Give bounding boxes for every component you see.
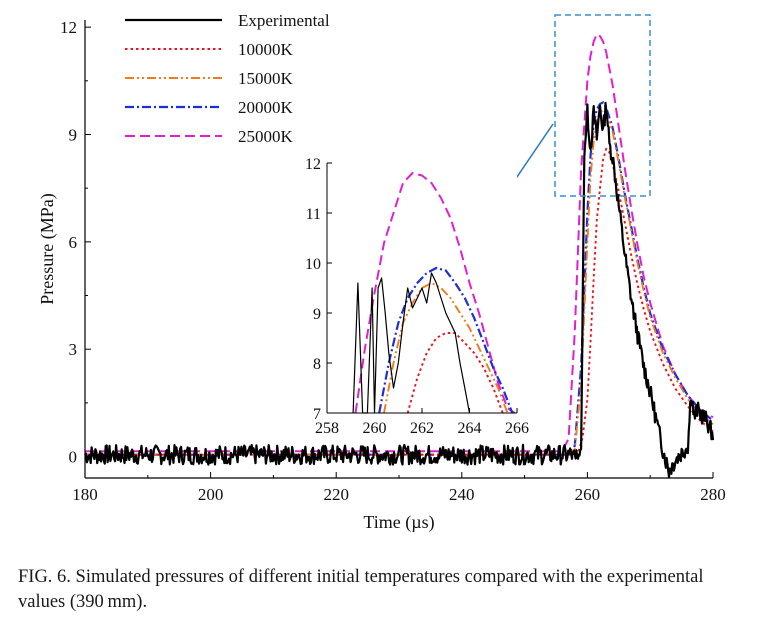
- x-tick-label: 280: [700, 485, 726, 504]
- x-tick-label: 260: [575, 485, 601, 504]
- series-line-20000k: [85, 101, 714, 456]
- inset-y-tick-label: 12: [305, 156, 321, 173]
- y-axis-label: Pressure (MPa): [37, 193, 58, 304]
- series-line-15000k: [85, 108, 714, 456]
- x-tick-label: 240: [449, 485, 475, 504]
- inset-x-tick-label: 264: [458, 420, 482, 437]
- inset-y-tick-label: 8: [313, 356, 321, 373]
- inset-x-tick-label: 266: [505, 420, 529, 437]
- x-tick-label: 200: [198, 485, 224, 504]
- x-tick-label: 180: [72, 485, 98, 504]
- series-line-25000k: [85, 33, 714, 453]
- legend-label-15000k: 15000K: [238, 69, 294, 88]
- series-line-experimental: [84, 101, 715, 479]
- y-tick-label: 6: [69, 233, 78, 252]
- zoom-region-box: [554, 14, 651, 197]
- figure-caption: FIG. 6. Simulated pressures of different…: [18, 567, 704, 612]
- y-tick-label: 9: [69, 126, 78, 145]
- inset-x-tick-label: 258: [315, 420, 339, 437]
- y-tick-label: 0: [69, 448, 78, 467]
- inset-series-line-experimental: [352, 272, 471, 414]
- inset-y-tick-label: 7: [313, 406, 321, 423]
- legend-label-experimental: Experimental: [238, 11, 330, 30]
- inset-y-tick-label: 10: [305, 256, 321, 273]
- inset-series-line-20000k: [378, 266, 514, 414]
- y-tick-label: 3: [69, 340, 78, 359]
- y-tick-label: 12: [60, 18, 77, 37]
- pressure-chart: 180 200 220 240 260 280 0 3 6 9 12 Time (µs) Pressur…: [37, 11, 726, 533]
- inset-y-tick-label: 11: [306, 206, 321, 223]
- inset-series-line-25000k: [354, 172, 516, 414]
- legend-label-25000k: 25000K: [238, 127, 294, 146]
- inset-series-line-15000k: [383, 282, 509, 414]
- inset-y-tick-label: 9: [313, 306, 321, 323]
- inset-x-tick-label: 260: [363, 420, 387, 437]
- x-tick-label: 220: [323, 485, 349, 504]
- inset-x-tick-label: 262: [410, 420, 434, 437]
- legend-label-20000k: 20000K: [238, 98, 294, 117]
- legend-label-10000k: 10000K: [238, 40, 294, 59]
- x-axis-label: Time (µs): [363, 512, 434, 533]
